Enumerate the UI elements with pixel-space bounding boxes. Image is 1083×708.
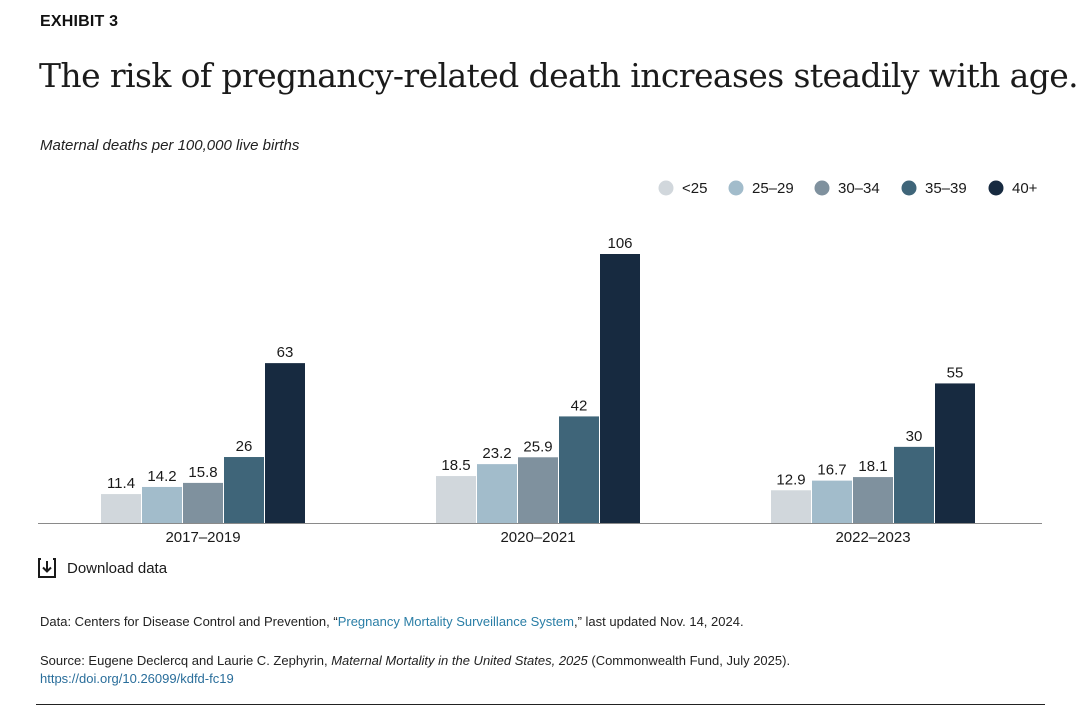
chart-subtitle: Maternal deaths per 100,000 live births: [40, 137, 300, 154]
bar-1-4: [600, 254, 640, 523]
legend-label-4: 40+: [1012, 180, 1038, 197]
bar-0-1: [142, 486, 182, 523]
data-label-1-2: 25.9: [523, 438, 552, 455]
bar-0-3: [224, 457, 264, 523]
data-label-2-0: 12.9: [776, 471, 805, 488]
legend-swatch-3: [901, 180, 917, 196]
data-label-1-0: 18.5: [441, 457, 470, 474]
data-label-0-0: 11.4: [107, 475, 135, 492]
bar-1-3: [559, 416, 599, 523]
bar-chart: <25 25–29 30–34 35–39 40+ 11.4 14.2 15.8 26 63 201…: [38, 180, 1042, 546]
data-label-0-3: 26: [236, 438, 253, 455]
data-label-1-3: 42: [571, 397, 588, 414]
bar-0-2: [183, 482, 223, 523]
legend-swatch-1: [728, 180, 744, 196]
legend-label-2: 30–34: [838, 180, 880, 197]
bottom-divider: [36, 704, 1045, 705]
bar-2-1: [812, 480, 852, 523]
legend-swatch-4: [988, 180, 1004, 196]
data-label-1-4: 106: [607, 235, 632, 252]
category-label-2: 2022–2023: [835, 529, 910, 546]
category-label-1: 2020–2021: [500, 529, 575, 546]
bar-2-2: [853, 477, 893, 523]
exhibit-label: EXHIBIT 3: [40, 13, 119, 30]
bar-1-0: [436, 476, 476, 523]
data-label-2-2: 18.1: [858, 458, 887, 475]
bar-0-0: [101, 494, 141, 523]
bar-2-0: [771, 490, 811, 523]
data-source-link[interactable]: Pregnancy Mortality Surveillance System: [337, 614, 574, 629]
data-note: Data: Centers for Disease Control and Pr…: [40, 614, 744, 629]
source-note: Source: Eugene Declercq and Laurie C. Ze…: [40, 653, 791, 686]
category-label-0: 2017–2019: [165, 529, 240, 546]
bar-0-4: [265, 363, 305, 523]
download-data-label: Download data: [67, 559, 168, 577]
download-icon: [38, 558, 56, 578]
legend-label-3: 35–39: [925, 180, 967, 197]
chart-title: The risk of pregnancy-related death incr…: [39, 56, 1079, 95]
legend-label-1: 25–29: [752, 180, 794, 197]
legend-swatch-2: [814, 180, 830, 196]
data-label-0-2: 15.8: [188, 464, 217, 481]
data-label-1-1: 23.2: [482, 445, 511, 462]
data-label-0-1: 14.2: [147, 468, 176, 485]
legend-label-0: <25: [682, 180, 707, 197]
bar-2-4: [935, 383, 975, 523]
bar-1-2: [518, 457, 558, 523]
data-label-2-4: 55: [947, 364, 964, 381]
bar-1-1: [477, 464, 517, 523]
data-label-0-4: 63: [277, 344, 294, 361]
doi-link[interactable]: https://doi.org/10.26099/kdfd-fc19: [40, 671, 234, 686]
data-label-2-1: 16.7: [817, 462, 846, 479]
download-data-button[interactable]: Download data: [37, 557, 167, 579]
bar-2-3: [894, 446, 934, 523]
data-label-2-3: 30: [906, 428, 923, 445]
legend-swatch-0: [658, 180, 674, 196]
